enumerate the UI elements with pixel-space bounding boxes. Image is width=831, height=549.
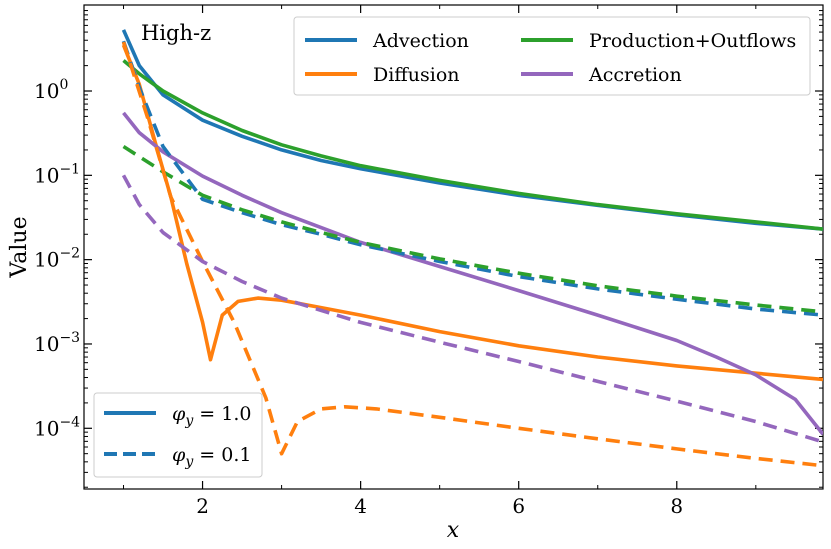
y-tick-label: 10−3 bbox=[34, 330, 80, 356]
series-line-diffusion-phi-0-1 bbox=[121, 41, 823, 468]
legend-style-label: φy = 1.0 bbox=[172, 403, 251, 429]
x-tick-label: 6 bbox=[512, 494, 525, 518]
legend-label: Diffusion bbox=[373, 64, 460, 86]
legend-styles: φy = 1.0 φy = 0.1 bbox=[93, 392, 263, 478]
series-line-accretion-phi-0-1 bbox=[121, 174, 823, 444]
x-tick-label: 8 bbox=[670, 494, 683, 518]
x-tick-label: 2 bbox=[196, 494, 209, 518]
x-axis-label: x bbox=[447, 518, 460, 543]
series-line-production-outflows-phi-1 bbox=[122, 59, 823, 231]
y-tick-label: 10−1 bbox=[34, 161, 80, 187]
annotation-label: High-z bbox=[141, 21, 211, 45]
legend-processes-box bbox=[293, 16, 811, 96]
legend-label: Production+Outflows bbox=[589, 30, 796, 52]
y-tick-label: 10−2 bbox=[34, 246, 80, 272]
series-line-advection-phi-0-1 bbox=[121, 40, 823, 317]
y-tick-label: 100 bbox=[34, 77, 68, 103]
series-line-production-outflows-phi-0-1 bbox=[122, 144, 823, 314]
legend-label: Advection bbox=[372, 30, 469, 52]
legend-style-label: φy = 0.1 bbox=[172, 444, 251, 470]
legend-processes: Advection Diffusion Production+Outflows Acc… bbox=[293, 16, 811, 96]
ticks: 2 4 6 8 100 10−1 10−2 10−3 10−4 bbox=[34, 5, 823, 518]
x-tick-label: 4 bbox=[354, 494, 367, 518]
series-lines bbox=[121, 29, 823, 468]
legend-label: Accretion bbox=[588, 64, 682, 86]
y-tick-label: 10−4 bbox=[34, 414, 80, 440]
y-axis-label: Value bbox=[7, 216, 32, 278]
